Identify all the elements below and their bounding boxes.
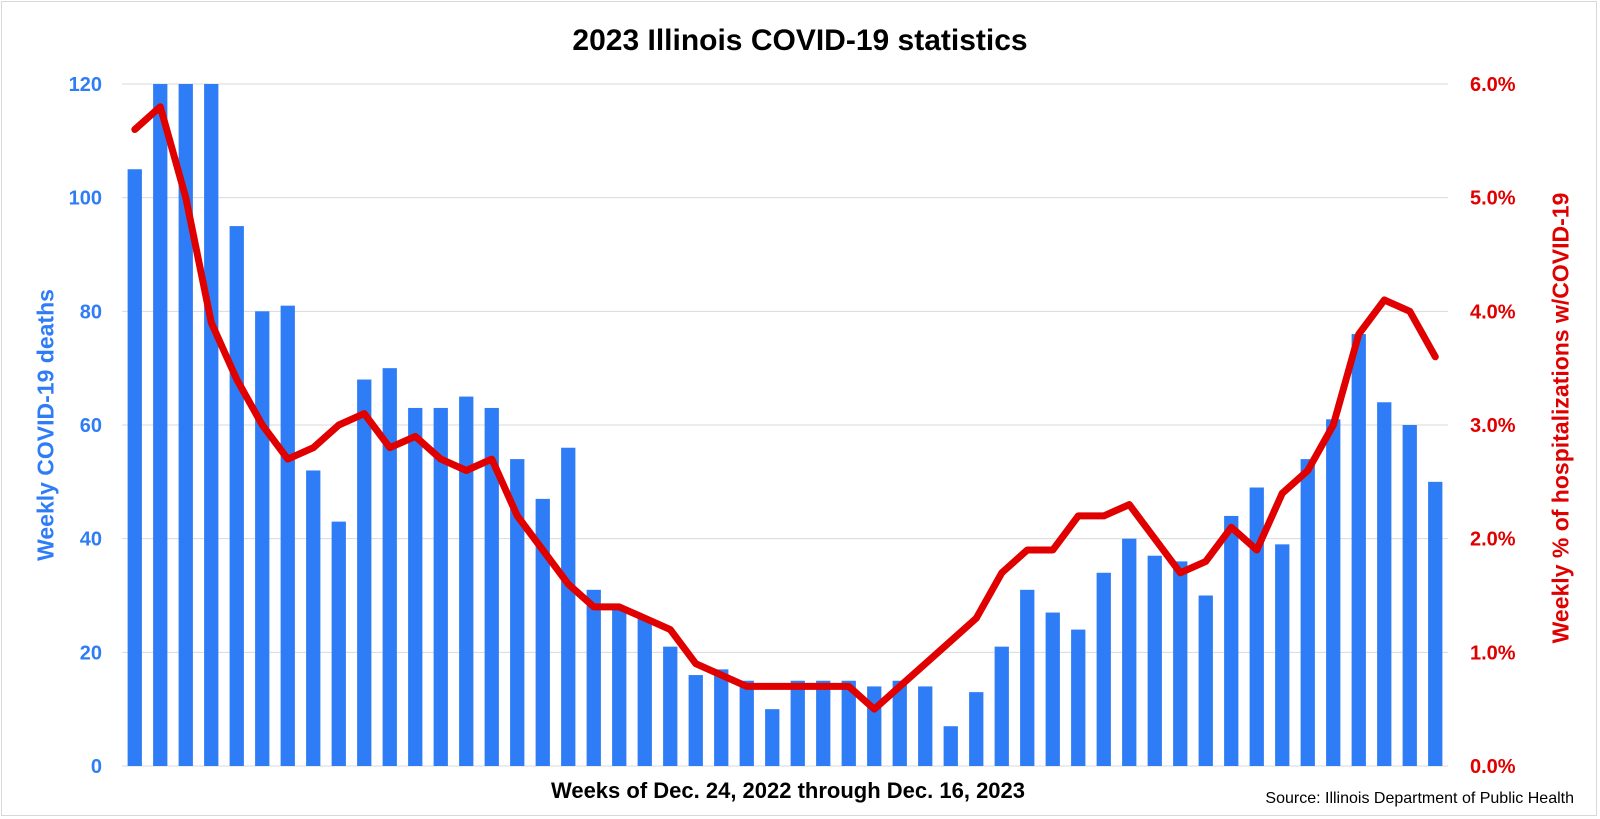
hospitalization-series-line <box>131 103 1439 713</box>
deaths-bar <box>586 589 601 766</box>
y-right-tick-label: 1.0% <box>1470 642 1516 664</box>
x-axis-label: Weeks of Dec. 24, 2022 through Dec. 16, … <box>550 778 1026 803</box>
deaths-bar <box>867 686 882 766</box>
deaths-bar <box>510 459 525 766</box>
deaths-bars <box>127 84 1443 767</box>
deaths-bar <box>765 709 780 766</box>
y-right-tick-label: 0.0% <box>1470 756 1516 778</box>
deaths-bar <box>280 305 295 766</box>
y-left-tick-label: 0 <box>91 756 102 778</box>
deaths-bar <box>382 368 397 766</box>
deaths-bar <box>1326 419 1341 766</box>
deaths-bar <box>535 498 550 766</box>
deaths-bar <box>1096 572 1111 766</box>
y-left-tick-label: 20 <box>80 642 102 664</box>
deaths-bar <box>969 692 984 766</box>
deaths-bar <box>1173 561 1188 766</box>
deaths-bar <box>918 686 933 766</box>
deaths-bar <box>637 618 652 766</box>
deaths-bar <box>561 447 576 766</box>
deaths-bar <box>433 407 448 766</box>
deaths-bar <box>1045 612 1060 766</box>
deaths-bar <box>127 169 142 766</box>
deaths-bar <box>1020 589 1035 766</box>
deaths-bar <box>178 84 193 766</box>
deaths-bar <box>204 84 219 766</box>
deaths-bar <box>255 311 270 766</box>
deaths-bar <box>1300 459 1315 766</box>
deaths-bar <box>714 669 729 766</box>
y-right-tick-label: 3.0% <box>1470 415 1516 437</box>
deaths-bar <box>1122 538 1137 766</box>
deaths-bar <box>612 606 627 766</box>
deaths-bar <box>790 680 805 766</box>
y-axis-right-ticks: 0.0% 1.0% 2.0% 3.0% 4.0% 5.0% 6.0% <box>1470 74 1516 778</box>
deaths-bar <box>1351 334 1366 766</box>
deaths-bar <box>1377 402 1392 766</box>
deaths-bar <box>1402 425 1417 766</box>
deaths-bar <box>739 680 754 766</box>
hospitalization-line <box>131 103 1439 713</box>
y-right-tick-label: 6.0% <box>1470 74 1516 96</box>
deaths-bar <box>688 675 703 766</box>
gridlines <box>122 83 1448 767</box>
deaths-bar <box>994 646 1009 766</box>
y-left-tick-label: 80 <box>80 301 102 323</box>
deaths-bar <box>892 680 907 766</box>
deaths-bar <box>459 396 474 766</box>
deaths-bar <box>357 379 372 766</box>
deaths-bar <box>943 726 958 766</box>
deaths-bar <box>153 84 168 766</box>
y-right-tick-label: 5.0% <box>1470 188 1516 210</box>
y-right-tick-label: 4.0% <box>1470 301 1516 323</box>
y-left-tick-label: 40 <box>80 529 102 551</box>
deaths-bar <box>1224 515 1239 766</box>
chart-title: 2023 Illinois COVID-19 statistics <box>572 24 1028 57</box>
deaths-bar <box>663 646 678 766</box>
deaths-bar <box>1275 544 1290 766</box>
deaths-bar <box>1147 555 1162 766</box>
deaths-bar <box>408 407 423 766</box>
deaths-bar <box>841 680 856 766</box>
y-left-tick-label: 100 <box>69 188 102 210</box>
deaths-bar <box>306 470 321 766</box>
deaths-bar <box>1249 487 1264 766</box>
y-right-tick-label: 2.0% <box>1470 529 1516 551</box>
deaths-bar <box>1198 595 1213 766</box>
deaths-bar <box>331 521 346 766</box>
deaths-bar <box>484 407 499 766</box>
source-note: Source: Illinois Department of Public He… <box>1265 790 1574 807</box>
deaths-bar <box>1428 481 1443 766</box>
deaths-bar <box>1071 629 1086 766</box>
y-left-tick-label: 120 <box>69 74 102 96</box>
y-axis-left-ticks: 0 20 40 60 80 100 120 <box>69 74 102 778</box>
y-left-tick-label: 60 <box>80 415 102 437</box>
deaths-bar <box>816 680 831 766</box>
deaths-bar <box>229 226 244 767</box>
